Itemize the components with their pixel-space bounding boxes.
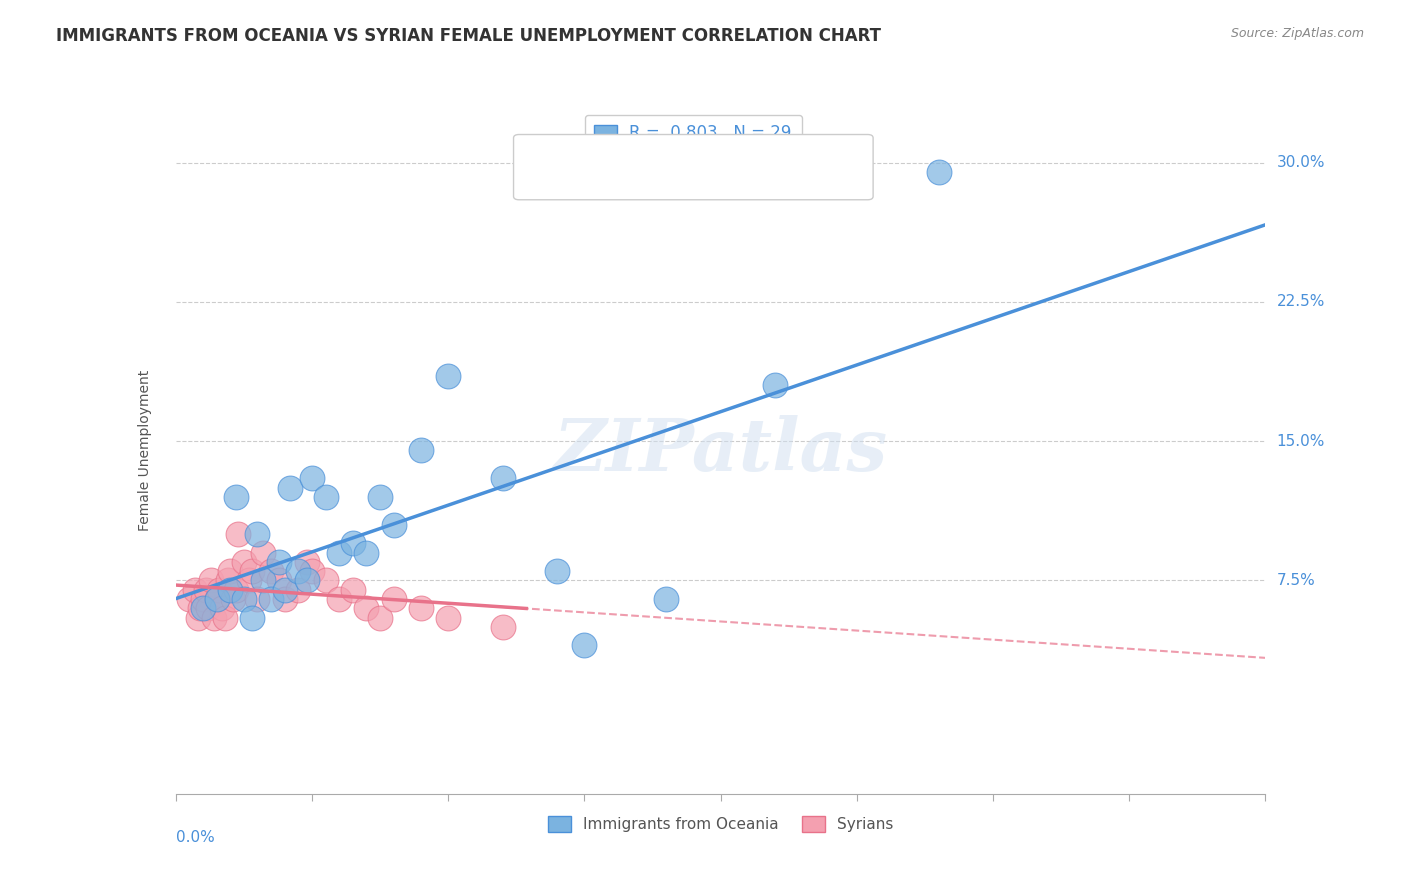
Point <box>342 582 364 597</box>
Point <box>287 564 309 578</box>
Text: 15.0%: 15.0% <box>1277 434 1324 449</box>
Point <box>240 610 263 624</box>
Point <box>184 582 207 597</box>
Point <box>232 555 254 569</box>
Legend: Immigrants from Oceania, Syrians: Immigrants from Oceania, Syrians <box>538 807 903 841</box>
Point <box>274 582 297 597</box>
Point <box>437 369 460 384</box>
Point <box>197 601 219 615</box>
Text: Source: ZipAtlas.com: Source: ZipAtlas.com <box>1230 27 1364 40</box>
Point <box>655 591 678 606</box>
Point <box>238 574 260 588</box>
Point <box>240 564 263 578</box>
Text: 22.5%: 22.5% <box>1277 294 1324 310</box>
Point <box>232 591 254 606</box>
Point <box>225 582 247 597</box>
Point <box>492 620 515 634</box>
Point <box>211 601 233 615</box>
Point <box>260 591 283 606</box>
Point <box>269 555 291 569</box>
Text: 7.5%: 7.5% <box>1277 573 1315 588</box>
Point <box>409 601 432 615</box>
Point <box>328 545 350 559</box>
Point <box>246 527 269 541</box>
Text: 30.0%: 30.0% <box>1277 155 1324 170</box>
Point <box>260 564 283 578</box>
Point <box>274 591 297 606</box>
Point <box>368 610 391 624</box>
Point <box>200 574 222 588</box>
Point <box>356 601 378 615</box>
Point <box>191 601 214 615</box>
Point <box>188 601 211 615</box>
Point <box>763 378 786 392</box>
Point <box>301 564 323 578</box>
Point <box>205 591 228 606</box>
Point <box>219 582 242 597</box>
Point <box>252 545 274 559</box>
Point <box>301 471 323 485</box>
Point <box>342 536 364 550</box>
Point <box>194 582 217 597</box>
Point <box>574 639 596 653</box>
Point <box>214 610 236 624</box>
Point <box>205 591 228 606</box>
Point <box>382 517 405 532</box>
Point <box>295 555 318 569</box>
Point <box>217 574 239 588</box>
Point <box>437 610 460 624</box>
Point <box>368 490 391 504</box>
Point <box>356 545 378 559</box>
Text: ZIPatlas: ZIPatlas <box>554 415 887 486</box>
Point <box>179 591 201 606</box>
Point <box>186 610 209 624</box>
Point <box>246 591 269 606</box>
Point <box>287 582 309 597</box>
Point <box>295 574 318 588</box>
Point <box>409 443 432 458</box>
Point <box>492 471 515 485</box>
Point <box>225 490 247 504</box>
Point <box>315 574 337 588</box>
Text: IMMIGRANTS FROM OCEANIA VS SYRIAN FEMALE UNEMPLOYMENT CORRELATION CHART: IMMIGRANTS FROM OCEANIA VS SYRIAN FEMALE… <box>56 27 882 45</box>
Point <box>191 591 214 606</box>
Text: 0.0%: 0.0% <box>176 830 215 845</box>
FancyBboxPatch shape <box>513 135 873 200</box>
Point <box>278 481 301 495</box>
Point <box>208 582 231 597</box>
Point <box>328 591 350 606</box>
Point <box>269 574 291 588</box>
Point <box>252 574 274 588</box>
Point <box>928 165 950 179</box>
Point <box>228 527 250 541</box>
Point <box>222 591 245 606</box>
Point <box>546 564 568 578</box>
Point <box>315 490 337 504</box>
Point <box>202 610 225 624</box>
Point <box>219 564 242 578</box>
Y-axis label: Female Unemployment: Female Unemployment <box>138 370 152 531</box>
Point <box>382 591 405 606</box>
